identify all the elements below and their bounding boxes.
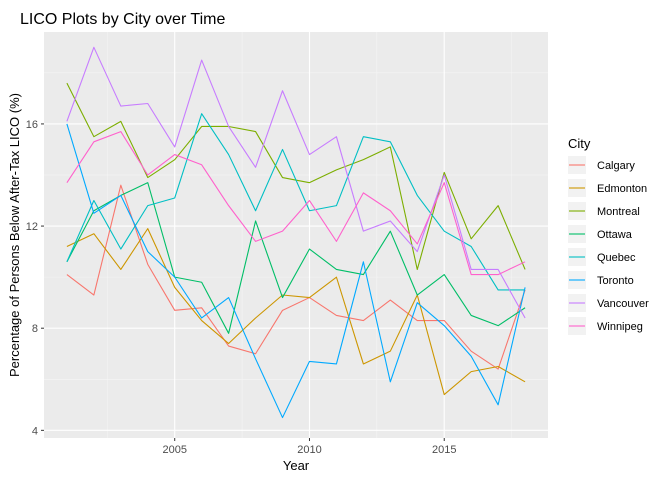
legend-label-edmonton: Edmonton — [597, 183, 647, 195]
y-tick-label: 12 — [26, 221, 38, 233]
series-line-vancouver — [66, 46, 526, 319]
x-tick-label: 2005 — [162, 444, 186, 456]
gridlines — [44, 32, 548, 438]
x-tick-label: 2015 — [432, 444, 456, 456]
x-tick-label: 2010 — [297, 444, 321, 456]
legend-label-winnipeg: Winnipeg — [597, 321, 643, 333]
series-line-toronto — [66, 123, 526, 419]
series-line-edmonton — [66, 228, 526, 396]
legend-label-vancouver: Vancouver — [597, 298, 649, 310]
series-line-calgary — [66, 184, 526, 370]
series-line-ottawa — [66, 182, 526, 334]
legend-label-quebec: Quebec — [597, 252, 636, 264]
y-tick-label: 16 — [26, 119, 38, 131]
plot-panel — [44, 32, 548, 438]
legend-label-ottawa: Ottawa — [597, 229, 633, 241]
y-axis-label: Percentage of Persons Below After-Tax LI… — [7, 93, 22, 377]
legend-title: City — [568, 136, 591, 151]
legend-label-toronto: Toronto — [597, 275, 634, 287]
series-line-winnipeg — [66, 131, 526, 276]
y-tick-label: 4 — [32, 425, 38, 437]
legend-label-calgary: Calgary — [597, 160, 635, 172]
chart-title: LICO Plots by City over Time — [20, 11, 225, 28]
legend-label-montreal: Montreal — [597, 206, 640, 218]
x-axis-label: Year — [283, 458, 310, 473]
series-lines — [66, 46, 526, 419]
y-tick-label: 8 — [32, 323, 38, 335]
axes: 2005 2010 2015 4 8 12 16 — [26, 119, 457, 456]
legend: City Calgary Edmonton Montreal Ottawa Quebec… — [568, 136, 649, 335]
series-line-quebec — [66, 113, 526, 291]
